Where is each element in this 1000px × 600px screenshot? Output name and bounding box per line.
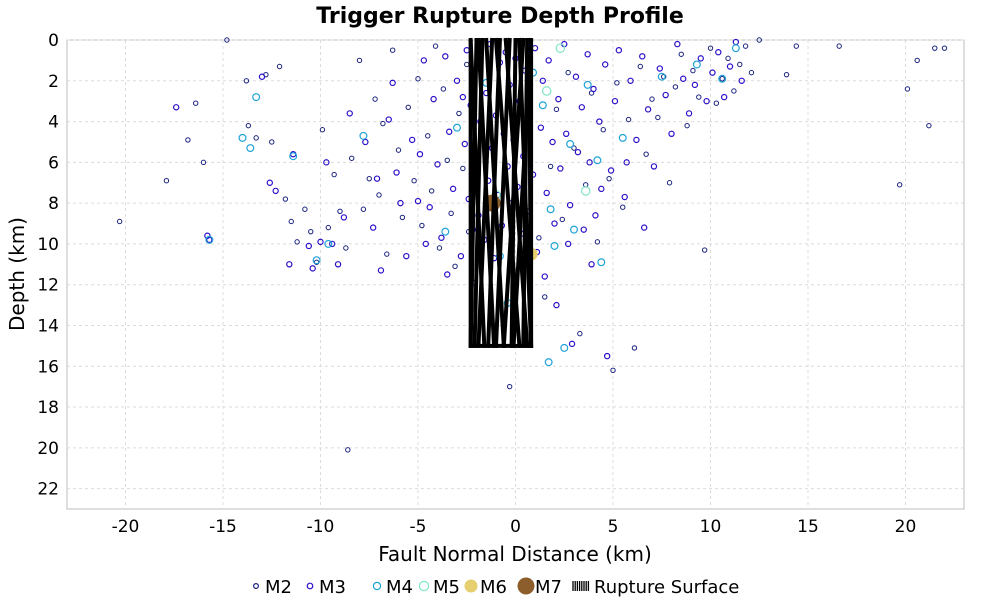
legend-label: M6: [480, 577, 507, 598]
legend-item-m3: M3: [307, 577, 346, 598]
legend-item-m5: M5: [419, 577, 460, 598]
legend-label: M2: [265, 577, 292, 598]
y-tick-label: 16: [37, 357, 59, 377]
x-tick-label: -15: [209, 517, 237, 537]
y-tick-label: 20: [37, 439, 59, 459]
y-tick-label: 6: [48, 153, 59, 173]
rupture-surface: [471, 40, 531, 346]
legend-swatch: [518, 578, 535, 595]
y-tick-label: 12: [37, 276, 59, 296]
chart-title: Trigger Rupture Depth Profile: [316, 4, 684, 29]
y-tick-label: 4: [48, 113, 59, 133]
x-tick-label: 0: [510, 517, 521, 537]
legend-swatch: [307, 583, 313, 589]
y-axis-label: Depth (km): [5, 217, 29, 331]
legend-swatch: [419, 581, 428, 590]
legend-swatch: [373, 582, 380, 589]
legend-item-m2: M2: [254, 577, 292, 598]
legend-label: M7: [535, 577, 562, 598]
y-tick-label: 2: [48, 72, 59, 92]
legend-label: Rupture Surface: [594, 577, 739, 598]
x-tick-label: -5: [410, 517, 427, 537]
y-tick-label: 14: [37, 316, 59, 336]
y-tick-label: 0: [48, 31, 59, 51]
legend-item-rupture-surface: Rupture Surface: [573, 577, 739, 598]
y-axis-ticks: 0 2 4 6 8 10 12 14 16 18 20 22: [37, 31, 59, 500]
legend: M2 M3 M4 M5 M6 M7 Rupture Surface: [254, 577, 740, 598]
x-tick-label: 15: [797, 517, 819, 537]
legend-label: M4: [386, 577, 413, 598]
x-tick-label: -20: [112, 517, 140, 537]
y-tick-label: 18: [37, 398, 59, 418]
legend-item-m6: M6: [465, 577, 507, 598]
x-axis-ticks: -20 -15 -10 -5 0 5 10 15 20: [112, 517, 917, 537]
legend-label: M5: [433, 577, 460, 598]
legend-swatch: [254, 584, 259, 589]
y-tick-label: 10: [37, 235, 59, 255]
x-tick-label: 10: [700, 517, 722, 537]
legend-label: M3: [319, 577, 346, 598]
x-tick-label: -10: [307, 517, 335, 537]
legend-item-m7: M7: [518, 577, 562, 598]
y-tick-label: 22: [37, 480, 59, 500]
x-tick-label: 20: [895, 517, 917, 537]
x-tick-label: 5: [608, 517, 619, 537]
y-tick-label: 8: [48, 194, 59, 214]
x-axis-label: Fault Normal Distance (km): [378, 542, 652, 566]
legend-swatch: [465, 580, 478, 593]
legend-item-m4: M4: [373, 577, 413, 598]
